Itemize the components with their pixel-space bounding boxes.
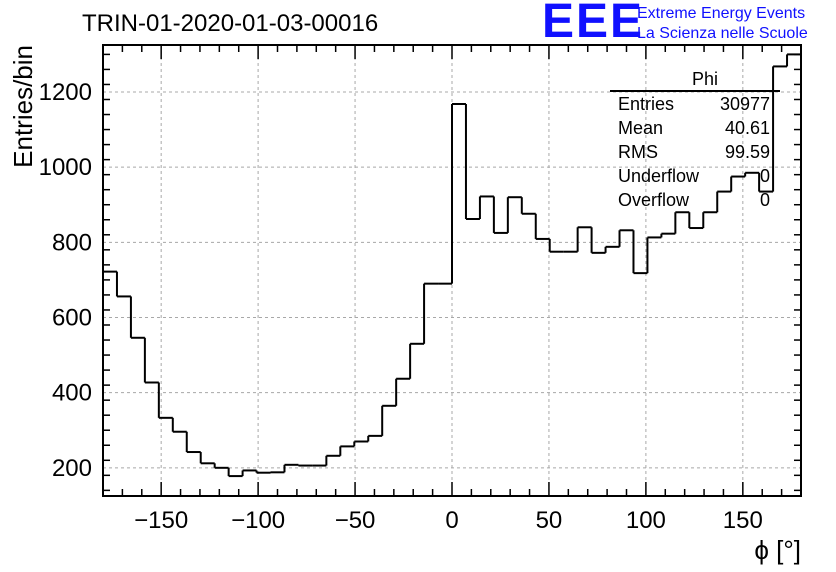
stats-label: RMS [618, 142, 658, 162]
stats-row-overflow: Overflow 0 [610, 188, 780, 212]
stats-name: Phi [610, 68, 780, 92]
stats-row-underflow: Underflow 0 [610, 164, 780, 188]
logo-mark: EEE [542, 0, 645, 48]
y-tick-label: 1000 [39, 154, 92, 181]
stats-box: Phi Entries 30977 Mean 40.61 RMS 99.59 U… [610, 68, 780, 212]
x-tick-label: 100 [626, 507, 666, 534]
stats-label: Mean [618, 118, 664, 138]
x-axis-label: ϕ [°] [754, 535, 801, 565]
stats-row-rms: RMS 99.59 [610, 140, 780, 164]
stats-value: 40.61 [724, 118, 770, 138]
x-tick-label: 50 [536, 507, 563, 534]
y-axis-label: Entries/bin [8, 45, 38, 168]
x-tick-label: −100 [231, 507, 285, 534]
axis-labels: −150 −100 −50 0 50 100 150 200 400 600 800 1000 1200… [8, 45, 801, 565]
x-tick-label: −150 [134, 507, 188, 534]
histogram-series [103, 53, 801, 478]
stats-label: Entries [618, 94, 675, 114]
x-tick-label: 0 [445, 507, 458, 534]
chart-title: TRIN-01-2020-01-03-00016 [82, 10, 379, 37]
x-tick-label: −50 [335, 507, 376, 534]
logo-line-2: La Scienza nelle Scuole [637, 25, 808, 42]
y-tick-label: 200 [52, 455, 92, 482]
stats-label: Overflow [618, 190, 690, 210]
stats-value: 30977 [719, 94, 770, 114]
stats-row-mean: Mean 40.61 [610, 116, 780, 140]
x-tick-label: 150 [723, 507, 763, 534]
eee-logo: EEE Extreme Energy Events La Scienza nel… [542, 0, 832, 48]
stats-value: 0 [759, 166, 770, 186]
y-tick-label: 400 [52, 380, 92, 407]
stats-row-entries: Entries 30977 [610, 92, 780, 116]
y-tick-label: 1200 [39, 79, 92, 106]
stats-value: 0 [759, 190, 770, 210]
stats-value: 99.59 [724, 142, 770, 162]
stats-label: Underflow [618, 166, 700, 186]
logo-line-1: Extreme Energy Events [637, 5, 806, 22]
y-tick-label: 800 [52, 229, 92, 256]
y-tick-label: 600 [52, 304, 92, 331]
axes [102, 44, 802, 497]
